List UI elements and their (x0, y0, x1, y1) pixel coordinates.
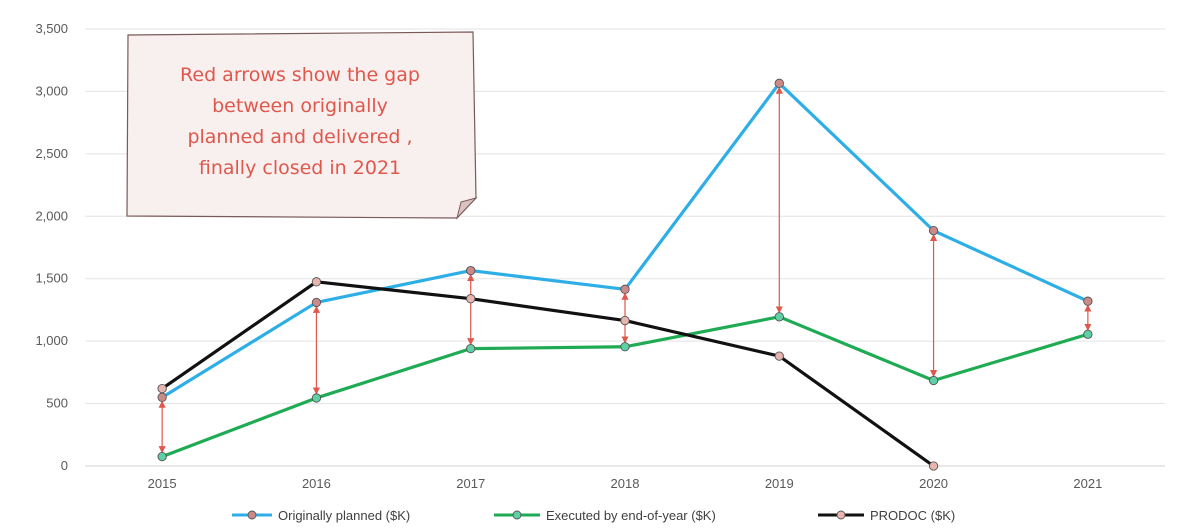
data-point (311, 393, 322, 403)
gap-arrows (158, 86, 1092, 454)
series-lines (157, 78, 1093, 471)
annotation-note: Red arrows show the gap between originall… (126, 31, 478, 220)
x-tick-label: 2017 (456, 476, 485, 491)
data-point (774, 78, 784, 88)
data-point (928, 461, 939, 471)
annotation-text: finally closed in 2021 (199, 157, 401, 179)
note-box (126, 31, 477, 219)
data-point (157, 451, 167, 462)
data-point (1083, 329, 1093, 339)
y-tick-label: 3,000 (35, 83, 68, 98)
x-tick-label: 2016 (302, 476, 331, 491)
annotation-text: Red arrows show the gap (180, 64, 420, 86)
note-fold (456, 197, 478, 220)
y-tick-label: 500 (46, 396, 68, 411)
series-line (160, 280, 936, 468)
data-point (620, 342, 630, 352)
y-tick-label: 1,000 (35, 333, 68, 348)
x-tick-label: 2015 (148, 476, 177, 491)
legend: Originally planned ($K) Executed by end-o… (232, 508, 955, 523)
legend-label: Originally planned ($K) (278, 508, 410, 523)
y-tick-label: 0 (61, 458, 68, 473)
annotation-text: planned and delivered , (187, 126, 412, 148)
data-point (928, 225, 939, 236)
x-tick-label: 2018 (611, 476, 640, 491)
y-tick-label: 3,500 (35, 21, 68, 36)
data-point (466, 294, 476, 304)
data-point (311, 277, 322, 287)
legend-label: Executed by end-of-year ($K) (546, 508, 716, 523)
data-point (466, 265, 476, 276)
data-point (620, 315, 630, 326)
data-point (311, 297, 322, 308)
data-point (1083, 296, 1093, 306)
x-tick-label: 2021 (1073, 476, 1102, 491)
data-point (774, 312, 784, 322)
legend-marker (512, 510, 522, 520)
data-point (157, 392, 167, 402)
annotation-text: between originally (212, 95, 388, 117)
legend-marker (247, 510, 257, 520)
data-point (466, 343, 476, 354)
data-point (157, 383, 167, 394)
data-point (620, 284, 630, 294)
legend-label: PRODOC ($K) (870, 508, 955, 523)
y-tick-label: 1,500 (35, 271, 68, 286)
y-tick-label: 2,000 (35, 208, 68, 223)
legend-marker (836, 510, 846, 520)
data-point (774, 351, 784, 361)
data-point (928, 375, 939, 386)
x-tick-label: 2019 (765, 476, 794, 491)
y-tick-label: 2,500 (35, 146, 68, 161)
axes: 0 500 1,000 1,500 2,000 2,500 3,000 3,500 2015 20… (35, 21, 1102, 491)
x-tick-label: 2020 (919, 476, 948, 491)
